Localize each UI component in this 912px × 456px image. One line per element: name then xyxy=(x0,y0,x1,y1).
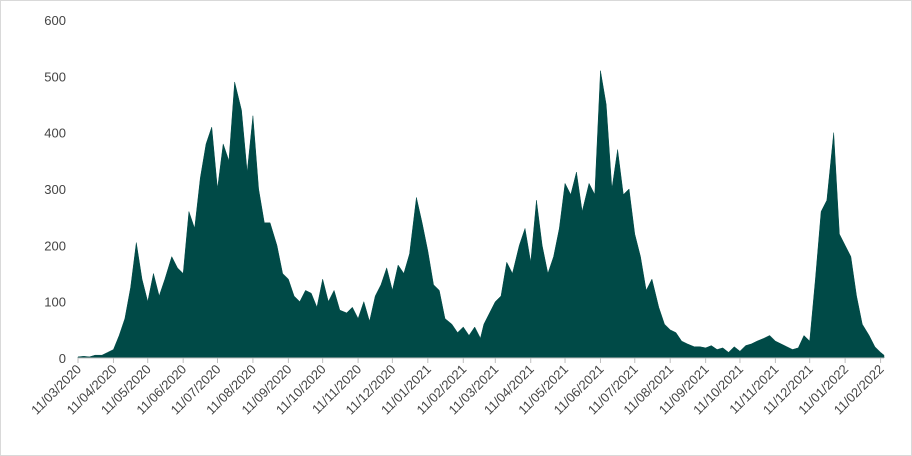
area xyxy=(77,70,885,359)
y-tick-label: 300 xyxy=(44,182,66,197)
y-tick-label: 0 xyxy=(59,351,66,366)
y-tick-label: 500 xyxy=(44,69,66,84)
y-tick-label: 100 xyxy=(44,295,66,310)
y-tick-label: 400 xyxy=(44,126,66,141)
y-tick-label: 200 xyxy=(44,238,66,253)
y-tick-label: 600 xyxy=(44,13,66,28)
